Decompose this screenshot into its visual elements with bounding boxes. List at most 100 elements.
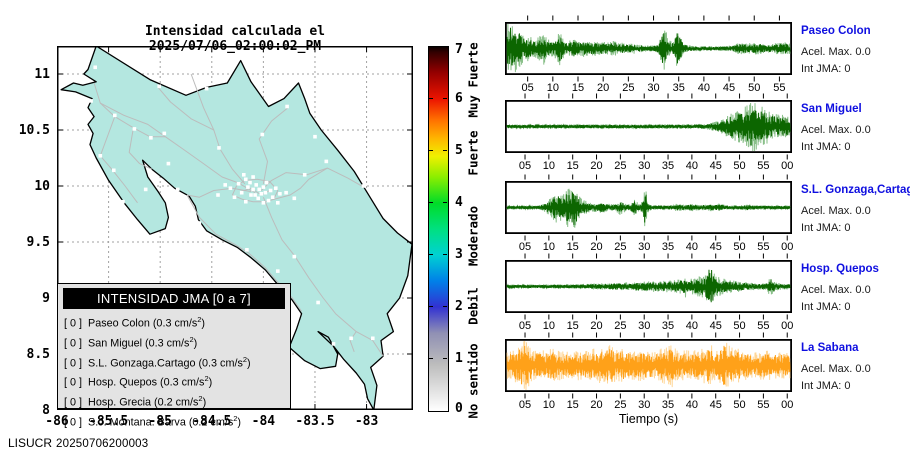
waveform-x-tick-label: 40 (685, 160, 698, 172)
waveform-x-tick-label: 35 (672, 82, 685, 94)
station-marker (132, 127, 137, 131)
colorbar-tick-label: 3 (455, 246, 463, 262)
legend-unit-sup: 2 (197, 315, 202, 324)
station-name-label: La Sabana (801, 342, 859, 354)
legend-entry: [ 0 ] Hosp. Quepos (0.3 cm/s2) (58, 371, 290, 391)
station-marker (331, 342, 336, 346)
station-marker (228, 186, 233, 190)
waveform-x-tick-label: 20 (597, 82, 610, 94)
station-marker (257, 187, 261, 192)
waveform-x-tick-label: 10 (542, 320, 555, 332)
road (157, 87, 215, 131)
map-x-tick-label: -83 (354, 414, 379, 429)
station-name-label: Paseo Colon (801, 25, 871, 37)
station-marker (284, 190, 288, 195)
road (349, 331, 357, 352)
station-marker (361, 184, 366, 188)
station-marker (313, 134, 317, 139)
legend-entry: [ 0 ] Paseo Colon (0.3 cm/s2) (58, 312, 290, 332)
map-x-tick-label: -84 (251, 414, 276, 429)
road (99, 116, 138, 204)
waveform-x-tick-label: 10 (542, 241, 555, 253)
waveform-x-tick-label: 25 (614, 320, 627, 332)
int-jma-label: Int JMA: 0 (801, 222, 851, 234)
station-marker (166, 161, 171, 166)
station-marker (248, 180, 252, 185)
time-axis-label: Tiempo (s) (618, 412, 679, 426)
colorbar-tick-label: 7 (455, 42, 463, 57)
legend-intensity: [ 0 ] (64, 416, 89, 429)
map-y-tick-label: 8.5 (26, 347, 50, 362)
legend-close-paren: ) (193, 337, 198, 350)
int-jma-label: Int JMA: 0 (801, 141, 851, 153)
station-marker (264, 180, 269, 185)
waveform-x-tick-label: 35 (661, 320, 675, 332)
waveform-plot (504, 93, 793, 160)
legend-entry: [ 0 ] Hosp. Grecia (0.2 cm/s2) (58, 391, 290, 411)
colorbar-tick (443, 201, 447, 203)
waveform-x-tick-label: 40 (685, 320, 698, 332)
station-marker (157, 84, 161, 89)
waveform-x-tick-label: 55 (773, 82, 786, 94)
colorbar-tick-label: 1 (455, 350, 463, 366)
station-marker (121, 199, 125, 204)
waveform-trace (506, 109, 791, 146)
legend-close-paren: ) (202, 396, 207, 409)
waveform-x-tick-label: 15 (566, 241, 579, 253)
legend-close-paren: ) (247, 357, 251, 370)
waveform-x-tick-label: 40 (697, 82, 710, 94)
colorbar-tick (443, 357, 447, 359)
station-marker (285, 104, 289, 109)
legend-intensity: [ 0 ] (64, 357, 89, 370)
station-marker (292, 254, 297, 259)
station-marker (316, 300, 320, 305)
station-marker (188, 70, 192, 74)
waveform-plot (504, 174, 793, 241)
colorbar-tick (429, 357, 433, 359)
station-marker (274, 186, 278, 190)
legend-entry: [ 0 ] S.L. Gonzaga.Cartago (0.3 cm/s2) (58, 352, 290, 372)
legend-station-name: Hosp. Grecia (0.2 cm/s (88, 396, 199, 409)
legend-close-paren: ) (237, 416, 242, 429)
station-marker (260, 132, 265, 137)
road (262, 197, 384, 357)
waveform-x-tick-label: 05 (518, 160, 532, 172)
waveform-x-tick-label: 15 (566, 160, 579, 172)
legend-intensity: [ 0 ] (64, 337, 89, 350)
waveform-trace (506, 269, 791, 303)
station-marker (251, 187, 255, 192)
station-marker (242, 173, 246, 177)
waveform-x-tick-label: 40 (685, 399, 698, 411)
waveform-x-tick-label: 45 (722, 82, 736, 94)
int-jma-label: Int JMA: 0 (801, 380, 851, 392)
road (260, 167, 364, 191)
legend-unit-sup: 2 (242, 354, 248, 364)
map-y-tick-label: 9.5 (26, 235, 50, 250)
station-marker (270, 195, 275, 199)
map-y-tick-label: 11 (34, 67, 50, 82)
legend-intensity: [ 0 ] (64, 376, 89, 389)
map-y-tick-label: 10.5 (18, 123, 50, 138)
legend-station-name: S.L. Gonzaga.Cartago (0.3 cm/s (88, 357, 243, 370)
map-x-tick-label: -86 (45, 414, 69, 429)
station-marker (259, 192, 264, 196)
station-name-label: S.L. Gonzaga,Cartago (801, 184, 910, 196)
waveform-x-tick-label: 00 (781, 160, 794, 172)
colorbar-tick (429, 97, 433, 99)
waveform-x-tick-label: 15 (566, 320, 579, 332)
station-marker (253, 193, 257, 197)
colorbar-tick (443, 97, 447, 99)
waveform-x-tick-label: 00 (781, 320, 794, 332)
colorbar-tick (429, 305, 433, 307)
station-marker (197, 221, 202, 225)
station-marker (261, 201, 266, 205)
map-x-tick-label: -83.5 (295, 414, 335, 429)
station-marker (216, 193, 220, 197)
colorbar-tick (443, 305, 447, 307)
colorbar-tick-label: 6 (455, 90, 463, 106)
station-marker (324, 159, 329, 164)
station-marker (249, 193, 253, 197)
road (273, 167, 328, 200)
waveform-x-tick-label: 00 (781, 241, 794, 253)
acel-max-label: Acel. Max. 0.0 (801, 205, 871, 217)
